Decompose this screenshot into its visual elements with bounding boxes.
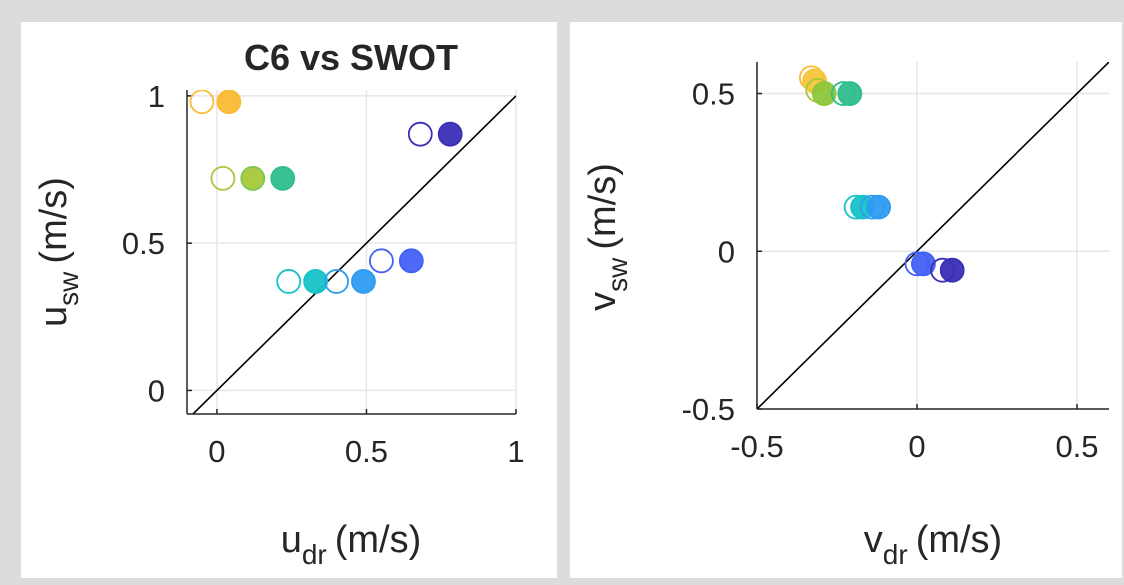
x-axis-label-base: v: [864, 519, 883, 561]
y-tick-label-2: 0.5: [692, 77, 735, 112]
y-tick-label-0: -0.5: [682, 392, 735, 427]
y-axis-label-unit: (m/s): [33, 177, 75, 264]
data-point-2: [210, 165, 236, 191]
x-tick-label-1: 0.5: [345, 434, 388, 469]
y-axis-label-base: u: [33, 306, 75, 327]
data-point-6: [276, 269, 302, 294]
data-point-13: [437, 121, 463, 147]
data-points: [798, 65, 965, 283]
x-tick-label-2: 1: [507, 434, 524, 469]
right-chart-panel: -0.5 0 0.5 -0.5 0 0.5 vdr (m/s) vsw(m/s): [570, 22, 1122, 578]
x-axis-label-unit: (m/s): [916, 519, 1003, 561]
data-point-5: [270, 165, 296, 191]
y-axis-label-unit: (m/s): [582, 163, 624, 250]
x-tick-label-0: -0.5: [730, 429, 783, 464]
x-axis-label-sub: dr: [302, 539, 327, 570]
data-point-11: [398, 248, 424, 274]
chart-title: C6 vs SWOT: [244, 37, 458, 78]
x-axis-label-base: u: [281, 519, 302, 561]
data-point-7: [303, 269, 329, 294]
y-tick-label-2: 1: [148, 79, 165, 114]
data-points: [189, 90, 463, 294]
data-point-12: [407, 121, 433, 147]
x-tick-label-2: 0.5: [1055, 429, 1098, 464]
data-point-5: [837, 81, 863, 106]
data-point-9: [351, 269, 376, 294]
x-axis-label: udr (m/s): [281, 519, 422, 570]
data-point-8: [324, 269, 349, 294]
data-point-9: [866, 194, 892, 220]
x-axis-label-unit: (m/s): [335, 519, 422, 561]
data-point-10: [369, 248, 394, 274]
data-point-3: [811, 81, 837, 106]
data-point-1: [216, 90, 242, 115]
data-point-0: [189, 90, 215, 115]
x-tick-label-1: 0: [908, 429, 925, 464]
y-tick-label-1: 0: [718, 234, 735, 269]
y-tick-label-1: 0.5: [122, 226, 165, 261]
identity-line: [192, 95, 516, 414]
x-axis-label: vdr (m/s): [864, 519, 1002, 570]
left-chart-panel: 0 0.5 1 0 0.5 1 C6 vs SWOT udr (m/s) usw(m/s): [21, 22, 557, 578]
data-point-13: [939, 257, 965, 283]
identity-line: [757, 62, 1109, 409]
y-tick-label-0: 0: [148, 373, 165, 408]
y-axis-label-sub: sw: [602, 257, 633, 292]
x-tick-label-0: 0: [208, 434, 225, 469]
y-axis-label: vsw (m/s): [582, 163, 633, 311]
data-point-4: [240, 165, 266, 191]
y-axis-label-base: v: [582, 292, 624, 311]
y-axis-label: usw (m/s): [33, 177, 84, 327]
y-axis-label-sub: sw: [53, 271, 84, 306]
x-axis-label-sub: dr: [883, 539, 908, 570]
data-point-11: [910, 251, 936, 277]
